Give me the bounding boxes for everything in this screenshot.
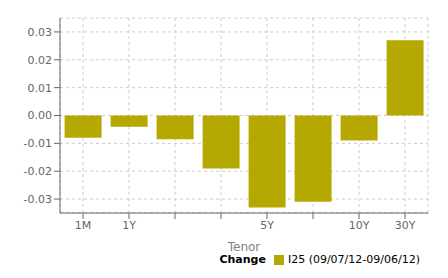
svg-text:-0.01: -0.01	[24, 137, 52, 150]
svg-text:0.01: 0.01	[28, 82, 53, 95]
svg-text:-0.02: -0.02	[24, 165, 52, 178]
svg-text:Tenor: Tenor	[227, 240, 261, 254]
svg-text:-0.03: -0.03	[24, 193, 52, 206]
svg-text:0.00: 0.00	[28, 109, 53, 122]
svg-text:0.03: 0.03	[28, 26, 53, 39]
svg-text:10Y: 10Y	[349, 219, 370, 232]
svg-text:1Y: 1Y	[122, 219, 136, 232]
svg-text:5Y: 5Y	[260, 219, 274, 232]
svg-text:1M: 1M	[75, 219, 92, 232]
svg-text:30Y: 30Y	[395, 219, 416, 232]
svg-text:0.02: 0.02	[28, 54, 53, 67]
html-text:I25 (09/07/12-09/06/12): I25 (09/07/12-09/06/12)	[287, 253, 420, 266]
html-text:Change: Change	[219, 253, 266, 266]
